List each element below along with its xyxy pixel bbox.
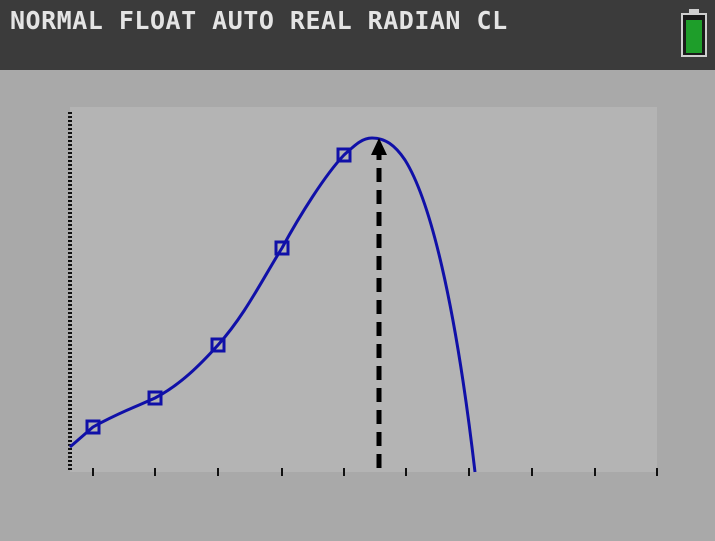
graph [0,0,715,541]
battery-icon [682,9,706,56]
battery-tip [689,9,699,14]
plot-area [70,107,657,472]
calculator-screen: NORMAL FLOAT AUTO REAL RADIAN CL [0,0,715,541]
battery-level [686,20,702,53]
